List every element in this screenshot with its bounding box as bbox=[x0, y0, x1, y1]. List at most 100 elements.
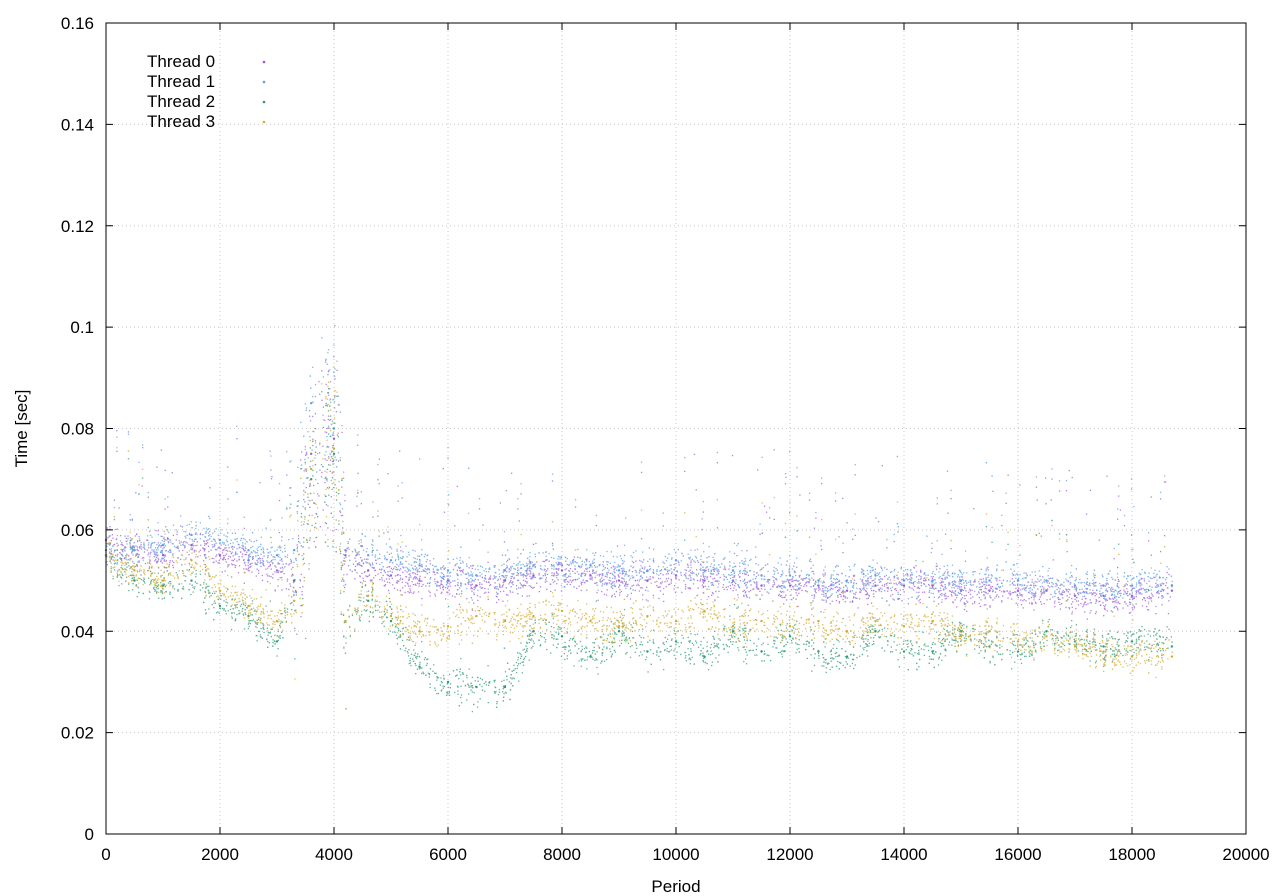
data-point bbox=[1095, 599, 1097, 601]
data-point bbox=[846, 597, 849, 599]
data-point bbox=[782, 582, 784, 584]
data-point bbox=[495, 591, 498, 593]
data-point bbox=[713, 577, 716, 579]
data-point bbox=[750, 584, 752, 586]
data-point bbox=[312, 366, 314, 368]
data-point bbox=[747, 574, 750, 577]
data-point bbox=[315, 522, 317, 525]
data-point bbox=[479, 575, 481, 577]
data-point bbox=[526, 581, 528, 583]
data-point bbox=[999, 576, 1001, 579]
data-point bbox=[377, 479, 379, 481]
data-point bbox=[642, 561, 644, 563]
data-point bbox=[149, 561, 151, 563]
data-point bbox=[728, 568, 730, 570]
data-point bbox=[450, 571, 452, 574]
data-point bbox=[109, 544, 111, 546]
data-point bbox=[660, 572, 662, 575]
data-point bbox=[843, 586, 845, 589]
data-point bbox=[616, 556, 618, 558]
data-point bbox=[821, 593, 823, 596]
data-point bbox=[418, 564, 421, 567]
data-point bbox=[739, 562, 741, 564]
data-point bbox=[421, 597, 423, 600]
data-point bbox=[789, 565, 791, 567]
data-point bbox=[694, 549, 696, 551]
data-point bbox=[544, 574, 546, 577]
data-point bbox=[869, 582, 872, 584]
data-point bbox=[972, 603, 974, 605]
data-point bbox=[805, 574, 808, 576]
data-point bbox=[615, 590, 618, 593]
data-point bbox=[294, 589, 297, 592]
data-point bbox=[526, 574, 529, 576]
data-point bbox=[399, 574, 402, 577]
data-point bbox=[1040, 579, 1042, 581]
data-point bbox=[1043, 592, 1045, 595]
data-point bbox=[176, 546, 178, 548]
data-point bbox=[1073, 594, 1077, 597]
data-point bbox=[342, 471, 345, 473]
data-point bbox=[1025, 589, 1027, 592]
data-point bbox=[1044, 581, 1046, 583]
data-point bbox=[748, 590, 750, 593]
data-point bbox=[401, 563, 403, 565]
data-point bbox=[994, 577, 997, 579]
data-point bbox=[849, 569, 851, 571]
data-point bbox=[245, 553, 247, 556]
data-point bbox=[244, 539, 246, 541]
data-point bbox=[808, 492, 811, 495]
data-point bbox=[331, 457, 333, 460]
data-point bbox=[245, 547, 247, 550]
data-point bbox=[334, 325, 336, 327]
data-point bbox=[649, 578, 652, 580]
data-point bbox=[861, 569, 864, 571]
data-point bbox=[568, 575, 570, 577]
data-point bbox=[990, 581, 992, 584]
data-point bbox=[441, 580, 443, 582]
data-point bbox=[728, 581, 730, 583]
data-point bbox=[789, 555, 791, 557]
data-point bbox=[969, 588, 971, 591]
data-point bbox=[458, 567, 460, 569]
data-point bbox=[773, 566, 775, 569]
data-point bbox=[519, 582, 522, 584]
data-point bbox=[369, 580, 372, 582]
data-point bbox=[1156, 590, 1159, 593]
data-point bbox=[607, 561, 609, 563]
data-point bbox=[349, 569, 351, 571]
data-point bbox=[347, 546, 349, 549]
data-point bbox=[1147, 540, 1150, 542]
data-point bbox=[835, 577, 838, 580]
data-point bbox=[473, 602, 475, 604]
data-point bbox=[345, 637, 347, 639]
data-point bbox=[464, 583, 467, 586]
data-point bbox=[903, 586, 905, 588]
data-point bbox=[320, 464, 323, 466]
data-point bbox=[129, 558, 132, 560]
data-point bbox=[1005, 502, 1007, 504]
data-point bbox=[988, 579, 991, 582]
data-point bbox=[1143, 571, 1146, 573]
data-point bbox=[1085, 591, 1088, 593]
data-point bbox=[1076, 588, 1078, 590]
data-point bbox=[553, 557, 555, 559]
data-point bbox=[389, 574, 393, 577]
data-point bbox=[880, 590, 883, 593]
data-point bbox=[961, 576, 964, 578]
data-point bbox=[244, 561, 246, 563]
data-point bbox=[369, 564, 372, 567]
data-point bbox=[1012, 574, 1015, 576]
data-point bbox=[266, 573, 268, 575]
data-point bbox=[229, 550, 231, 552]
data-point bbox=[743, 578, 746, 580]
data-point bbox=[1133, 597, 1136, 599]
data-point bbox=[1113, 547, 1115, 550]
data-point bbox=[1117, 602, 1119, 604]
data-point bbox=[243, 527, 245, 529]
data-point bbox=[970, 584, 972, 586]
data-point bbox=[725, 576, 727, 578]
data-point bbox=[251, 562, 253, 564]
data-point bbox=[110, 539, 113, 542]
data-point bbox=[963, 603, 965, 605]
